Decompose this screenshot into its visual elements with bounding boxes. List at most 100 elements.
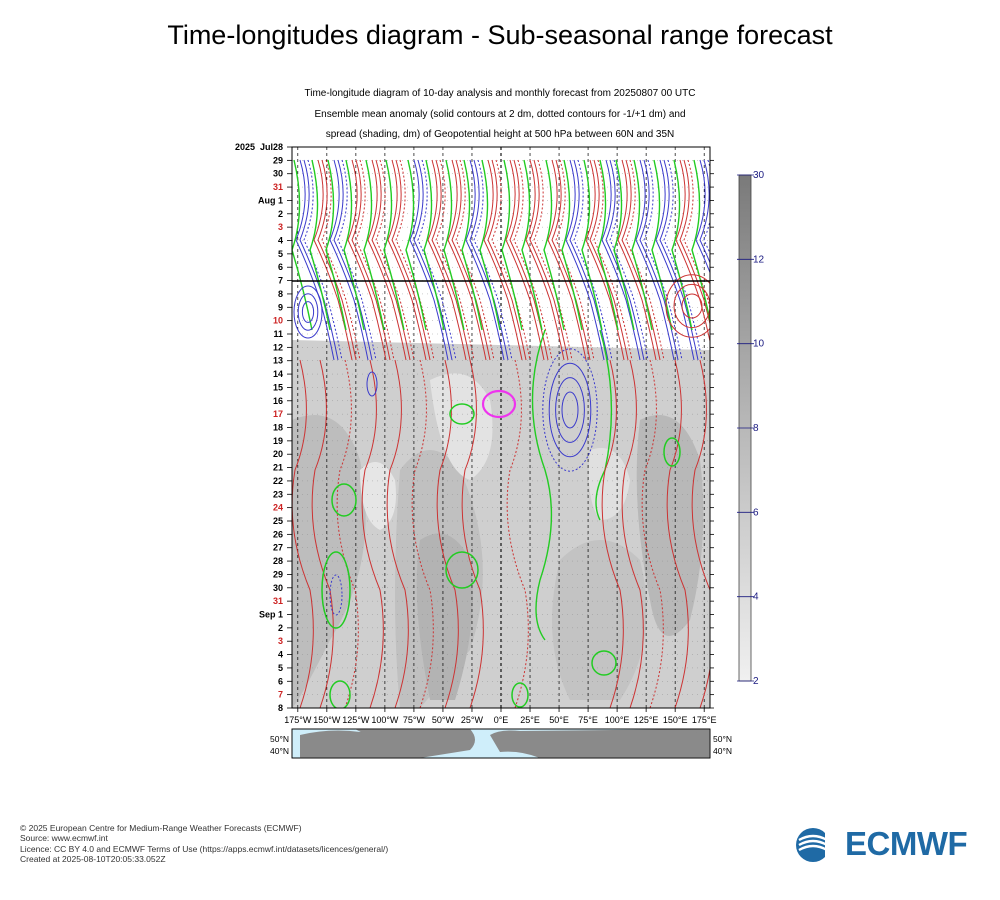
contour-analysis-9-3 — [455, 159, 495, 361]
contour-analysis-7-2 — [413, 159, 453, 361]
y-tick-label: 5 — [278, 249, 283, 259]
colorbar: 2 4 6 8 10 12 30 — [737, 170, 765, 687]
x-axis: 175°W 150°W 125°W 100°W 75°W 50°W 25°W 0°E 25°E 5… — [284, 708, 717, 725]
contour-zero-analysis-12 — [501, 159, 523, 331]
contour-high-3 — [665, 274, 710, 338]
ecmwf-logo-text: ECMWF — [845, 825, 968, 862]
contour-forecast-9 — [506, 359, 529, 708]
y-tick-label: 2 — [278, 623, 283, 633]
y-tick-label: 23 — [273, 489, 283, 499]
contour-analysis-5-3 — [375, 159, 415, 361]
contour-analysis-14-1 — [547, 159, 587, 361]
contour-analysis-19-3 — [643, 159, 683, 361]
contour-analysis-17-2 — [605, 159, 645, 361]
y-tick-label: 22 — [273, 476, 283, 486]
contour-zero-analysis-6 — [383, 159, 405, 331]
contour-analysis-12-1 — [505, 159, 545, 361]
contour-low-1 — [301, 301, 315, 323]
y-tick-label: 7 — [278, 690, 283, 700]
contour-analysis-1-1 — [295, 159, 335, 361]
contour-zero-analysis-9 — [443, 159, 465, 331]
spread-shade-9 — [588, 448, 630, 520]
contour-zero-analysis-5 — [363, 159, 385, 331]
ecmwf-logo-icon — [796, 828, 841, 862]
contour-zero-analysis-11 — [479, 159, 501, 331]
contour-neg-small — [366, 371, 378, 397]
contour-forecast-10 — [601, 359, 624, 708]
ecmwf-logo: ECMWF — [795, 825, 985, 865]
footer-licence: Licence: CC BY 4.0 and ECMWF Terms of Us… — [20, 843, 389, 854]
x-tick-label: 175°E — [692, 715, 717, 725]
colorbar-tick-label: 30 — [753, 170, 765, 181]
contour-analysis-21-3 — [683, 159, 710, 310]
contour-analysis-13-1 — [525, 159, 565, 361]
contour-analysis-7-1 — [409, 159, 449, 361]
spread-shade-6 — [636, 415, 704, 636]
contour-analysis-13-3 — [533, 159, 573, 361]
contour-analysis-6-2 — [391, 159, 431, 361]
contour-analysis-11-3 — [491, 159, 531, 361]
contour-forecast-14 — [691, 359, 710, 708]
contour-analysis-13-2 — [529, 159, 569, 361]
contour-analysis-6-3 — [395, 159, 435, 361]
contour-zero-analysis-18 — [613, 159, 635, 331]
contour-analysis-22-1 — [695, 159, 710, 274]
x-tick-label: 50°E — [549, 715, 569, 725]
spread-shade-5 — [552, 540, 647, 700]
x-tick-label: 100°E — [605, 715, 630, 725]
contour-analysis-2-2 — [317, 159, 357, 361]
y-tick-label: 29 — [273, 155, 283, 165]
chart-subtitle-line-1: Time-longitude diagram of 10-day analysi… — [304, 88, 696, 99]
contour-analysis-9-1 — [447, 159, 487, 361]
contour-forecast-3 — [336, 359, 359, 708]
contour-zero-analysis-16 — [581, 159, 603, 331]
contour-analysis-3-1 — [329, 159, 369, 361]
x-tick-label: 175°W — [284, 715, 312, 725]
contour-analysis-11-2 — [487, 159, 527, 361]
y-tick-label: 27 — [273, 543, 283, 553]
contour-neg-blob — [329, 574, 343, 616]
y-tick-label: 8 — [278, 703, 283, 713]
contour-zero-analysis-21 — [671, 159, 693, 331]
y-tick-label: 31 — [273, 182, 283, 192]
contour-analysis-18-3 — [625, 159, 665, 361]
contour-zero-analysis-15 — [561, 159, 583, 331]
spread-shade-7 — [430, 373, 493, 480]
x-tick-label: 125°E — [634, 715, 659, 725]
contour-zero-analysis-2 — [309, 159, 331, 331]
contour-analysis-1-3 — [303, 159, 343, 361]
contour-forecast-8 — [461, 359, 484, 708]
y-tick-label: 21 — [273, 463, 283, 473]
contour-zero-blob-1 — [321, 551, 351, 629]
contour-analysis-14-2 — [551, 159, 591, 361]
contour-analysis-8-3 — [435, 159, 475, 361]
map-frame — [291, 728, 711, 759]
y-year-label: 2025 — [235, 142, 255, 152]
y-tick-label: 10 — [273, 316, 283, 326]
contour-zero-analysis-7 — [405, 159, 427, 331]
contour-zero-blob-3 — [445, 551, 479, 589]
footer: © 2025 European Centre for Medium-Range … — [20, 823, 388, 865]
contour-analysis-9-2 — [451, 159, 491, 361]
contour-analysis-2-3 — [321, 159, 361, 361]
contour-zero-blob-6 — [329, 680, 351, 708]
y-tick-label: 16 — [273, 396, 283, 406]
footer-copyright: © 2025 European Centre for Medium-Range … — [20, 823, 302, 833]
contour-analysis-4-1 — [347, 159, 387, 361]
contour-analysis-11-1 — [483, 159, 523, 361]
colorbar-tick-label: 4 — [753, 592, 759, 603]
y-tick-label: 3 — [278, 222, 283, 232]
contour-high-1 — [681, 293, 703, 319]
y-tick-label: 31 — [273, 596, 283, 606]
contour-analysis-10-2 — [469, 159, 509, 361]
contour-forecast-12 — [641, 359, 664, 708]
x-tick-label: 25°W — [461, 715, 484, 725]
map-lat-label-left: 50°N — [270, 734, 289, 744]
contour-zero-blob-4 — [591, 650, 617, 676]
contour-zero-tongue-2 — [595, 329, 613, 521]
y-tick-label: 6 — [278, 262, 283, 272]
y-tick-label: 13 — [273, 356, 283, 366]
contour-zero-analysis-20 — [651, 159, 673, 331]
colorbar-tick-label: 12 — [753, 254, 765, 265]
chart-subtitle-line-2: Ensemble mean anomaly (solid contours at… — [314, 109, 686, 120]
